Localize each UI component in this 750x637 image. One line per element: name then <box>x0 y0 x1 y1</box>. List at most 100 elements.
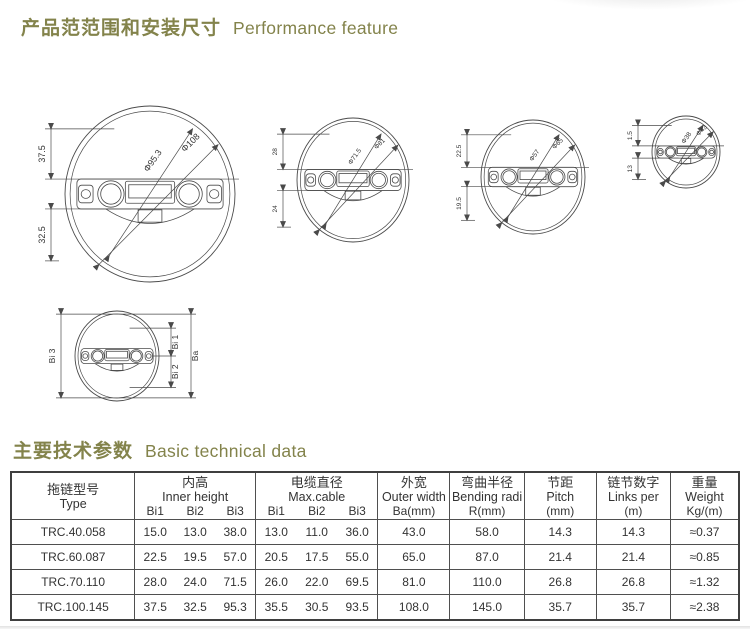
cell-type: TRC.40.058 <box>10 519 136 545</box>
basic-technical-data-table: 拖链型号 Type 内高 Inner height Bi1 Bi2 Bi3 电缆… <box>10 471 740 621</box>
header-sub: (mm) <box>546 503 575 518</box>
cell-weight: ≈0.37 <box>670 519 740 545</box>
cell-links-per: 26.8 <box>595 569 672 595</box>
cell-inner-height: 37.5 32.5 95.3 <box>134 594 257 621</box>
diameter-label-inner: Φ71.5 <box>347 147 363 166</box>
dimension-label-bottom: 32.5 <box>37 226 47 243</box>
table-row: TRC.100.145 37.5 32.5 95.3 35.5 30.5 93.5 10… <box>10 594 740 621</box>
cell-outer-width: 108.0 <box>377 594 451 621</box>
diameter-label-inner: Φ57 <box>528 148 541 163</box>
header-zh: 内高 <box>182 474 209 490</box>
cell-pitch: 35.7 <box>523 594 597 621</box>
column-header-outer-width: 外宽 Outer width Ba(mm) <box>377 471 451 520</box>
cell-outer-width: 43.0 <box>377 519 451 545</box>
bottom-divider <box>0 626 750 629</box>
diameter-label-outer: Φ81 <box>373 137 387 151</box>
section-title-zh: 产品范范围和安装尺寸 <box>21 18 222 39</box>
header-sub: (m) <box>624 503 643 518</box>
cell-max-cable: 20.5 17.5 55.0 <box>255 544 379 570</box>
diameter-label-outer: Φ43 <box>695 124 709 138</box>
header-en: Max.cable <box>288 489 346 504</box>
section-subtitle-en: Basic technical data <box>145 441 307 461</box>
cell-bending-radius: 87.0 <box>449 544 525 570</box>
cell-pitch: 26.8 <box>523 569 597 595</box>
column-header-max-cable: 电缆直径 Max.cable Bi1 Bi2 Bi3 <box>255 471 379 520</box>
header-zh: 拖链型号 <box>47 481 100 497</box>
section-title-en: Performance feature <box>233 18 399 38</box>
diameter-label-outer: Φ65 <box>551 137 565 151</box>
header-en: Type <box>59 496 87 511</box>
table-row: TRC.70.110 28.0 24.0 71.5 26.0 22.0 69.5 81.… <box>10 569 740 595</box>
header-sub: R(mm) <box>468 503 506 518</box>
header-zh: 外宽 <box>400 474 427 490</box>
header-zh: 电缆直径 <box>290 474 343 490</box>
cell-links-per: 35.7 <box>595 594 672 621</box>
front-view-drawing-largest: 37.5 32.5 Φ95.3 Φ108 <box>37 105 239 283</box>
dimension-label-top: 1.5 <box>627 131 634 140</box>
cell-bending-radius: 110.0 <box>449 569 525 595</box>
cell-weight: ≈0.85 <box>670 544 740 570</box>
table-row: TRC.40.058 15.0 13.0 38.0 13.0 11.0 36.0 43.… <box>10 519 740 545</box>
cell-pitch: 14.3 <box>523 519 597 545</box>
cell-links-per: 14.3 <box>595 519 672 545</box>
diameter-label-outer: Φ108 <box>179 131 202 154</box>
section-title-basic-data: 主要技术参数 Basic technical data <box>13 436 307 463</box>
diameter-label-inner: Φ95.3 <box>142 148 164 174</box>
header-en: Pitch <box>546 489 575 504</box>
header-en: Links per <box>608 489 659 504</box>
cell-outer-width: 65.0 <box>377 544 451 570</box>
cell-weight: ≈1.32 <box>670 569 740 595</box>
header-en: Weight <box>685 489 724 504</box>
schematic-label-bi3: Bi 3 <box>47 348 57 363</box>
header-sub: Ba(mm) <box>392 503 436 518</box>
header-zh: 链节数字 <box>607 474 660 490</box>
cell-weight: ≈2.38 <box>670 594 740 621</box>
schematic-label-bi1: Bi 1 <box>170 334 180 349</box>
dimension-label-bottom: 13 <box>627 165 634 173</box>
header-zh: 弯曲半径 <box>461 474 514 490</box>
cell-pitch: 21.4 <box>523 544 597 570</box>
cell-inner-height: 28.0 24.0 71.5 <box>134 569 257 595</box>
column-header-type: 拖链型号 Type <box>10 471 136 520</box>
column-header-bending-radius: 弯曲半径 Bending radi R(mm) <box>449 471 525 520</box>
cell-inner-height: 22.5 19.5 57.0 <box>134 544 257 570</box>
cell-type: TRC.100.145 <box>10 594 136 621</box>
table-row: TRC.60.087 22.5 19.5 57.0 20.5 17.5 55.0 65.… <box>10 544 740 570</box>
header-sub: Kg/(m) <box>686 503 723 518</box>
section-title-performance: 产品范范围和安装尺寸 Performance feature <box>21 13 398 40</box>
page-corner-shading <box>540 0 750 10</box>
cell-max-cable: 26.0 22.0 69.5 <box>255 569 379 595</box>
section-subtitle-zh: 主要技术参数 <box>13 441 134 462</box>
cell-links-per: 21.4 <box>595 544 672 570</box>
schematic-label-bi2: Bi 2 <box>170 364 180 379</box>
dimension-schematic-drawing: Bi 3 Bi 1 Bi 2 Ba <box>47 308 200 402</box>
front-view-drawing-second: 28 24 Φ71.5 Φ81 <box>272 117 413 243</box>
header-en: Bending radi <box>451 489 523 504</box>
cell-type: TRC.70.110 <box>10 569 136 595</box>
header-en: Inner height <box>162 489 229 504</box>
cell-inner-height: 15.0 13.0 38.0 <box>134 519 257 545</box>
table-header-row: 拖链型号 Type 内高 Inner height Bi1 Bi2 Bi3 电缆… <box>10 471 740 520</box>
header-sub: Bi1 Bi2 Bi3 <box>267 503 366 518</box>
dimension-label-top: 28 <box>272 148 279 156</box>
dimension-label-top: 22.5 <box>456 144 463 157</box>
schematic-label-ba: Ba <box>190 351 200 362</box>
dimension-label-top: 37.5 <box>37 145 47 162</box>
cell-max-cable: 35.5 30.5 93.5 <box>255 594 379 621</box>
column-header-links-per: 链节数字 Links per (m) <box>595 471 672 520</box>
cell-bending-radius: 58.0 <box>449 519 525 545</box>
cell-outer-width: 81.0 <box>377 569 451 595</box>
cell-type: TRC.60.087 <box>10 544 136 570</box>
front-view-drawing-third: 22.5 19.5 Φ57 Φ65 <box>456 119 589 235</box>
header-en: Outer width <box>381 489 446 504</box>
dimension-label-bottom: 24 <box>272 205 279 213</box>
cell-max-cable: 13.0 11.0 36.0 <box>255 519 379 545</box>
dimension-label-bottom: 19.5 <box>456 197 463 210</box>
column-header-weight: 重量 Weight Kg/(m) <box>670 471 740 520</box>
header-sub: Bi1 Bi2 Bi3 <box>146 503 244 518</box>
column-header-pitch: 节距 Pitch (mm) <box>523 471 597 520</box>
header-zh: 重量 <box>691 474 718 490</box>
cell-bending-radius: 145.0 <box>449 594 525 621</box>
header-zh: 节距 <box>547 474 574 490</box>
